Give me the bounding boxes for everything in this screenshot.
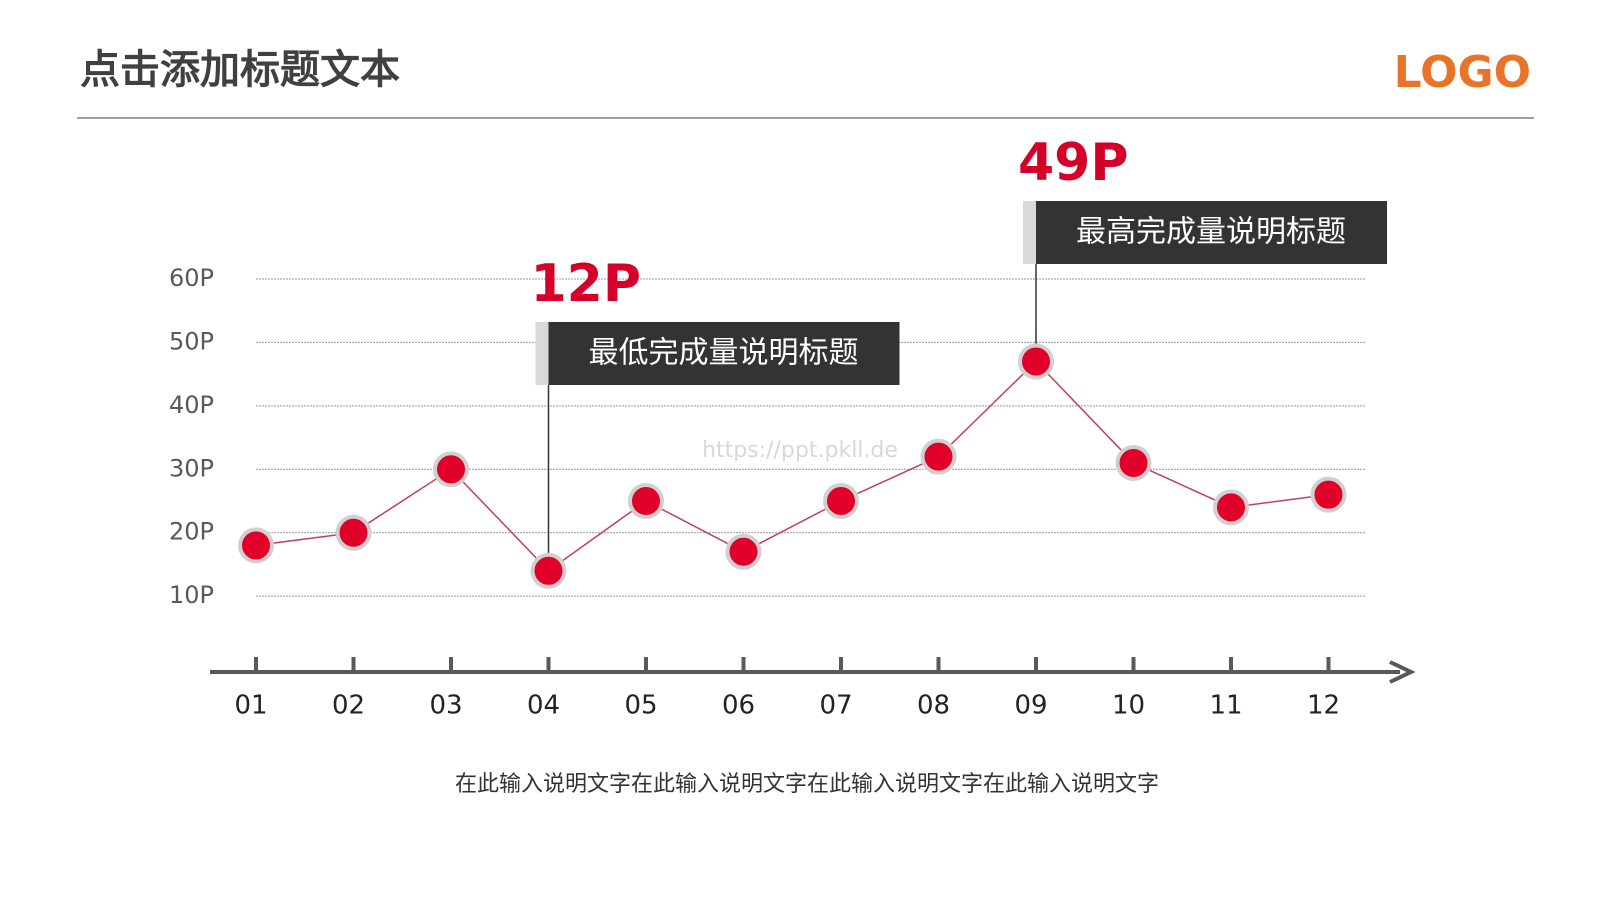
- y-tick-label: 30P: [169, 454, 214, 482]
- x-tick-label: 06: [722, 691, 755, 721]
- y-tick-label: 50P: [169, 327, 214, 355]
- y-tick-label: 60P: [169, 264, 214, 292]
- x-tick-label: 02: [332, 691, 365, 721]
- data-point: [1310, 476, 1347, 513]
- slide-title: 点击添加标题文本: [80, 47, 400, 93]
- x-tick-label: 05: [624, 691, 657, 721]
- x-tick-label: 10: [1112, 691, 1145, 721]
- x-tick-label: 12: [1307, 691, 1340, 721]
- data-point: [823, 483, 859, 520]
- annotation-strip: [1023, 201, 1036, 264]
- x-tick-label: 08: [917, 691, 950, 721]
- series-line: [255, 360, 1329, 572]
- data-point: [335, 514, 372, 551]
- data-point: [920, 438, 957, 475]
- data-point: [1018, 343, 1054, 380]
- data-point: [628, 483, 664, 520]
- annotation-value: 49P: [1018, 133, 1128, 193]
- y-tick-label: 40P: [169, 391, 214, 419]
- data-point: [530, 552, 567, 589]
- x-tick-label: 07: [819, 691, 852, 721]
- data-point: [1115, 444, 1152, 481]
- annotation-box: [1036, 201, 1387, 264]
- annotation-value: 12P: [531, 254, 641, 314]
- x-axis-arrow: [1389, 660, 1416, 684]
- annotation-label: 最低完成量说明标题: [589, 336, 859, 371]
- data-point: [238, 527, 274, 564]
- logo: LOGO: [1394, 47, 1531, 98]
- watermark: https://ppt.pkll.de: [702, 438, 898, 463]
- x-tick-label: 04: [527, 691, 560, 721]
- y-tick-label: 10P: [169, 581, 214, 609]
- annotation-label: 最高完成量说明标题: [1076, 215, 1346, 250]
- annotation-strip: [535, 322, 549, 385]
- x-tick-label: 03: [429, 691, 462, 721]
- data-point: [1213, 489, 1249, 526]
- annotation-box: [548, 322, 900, 385]
- data-point: [725, 533, 762, 570]
- x-tick-label: 11: [1209, 691, 1242, 721]
- x-tick-label: 09: [1014, 691, 1047, 721]
- data-point: [433, 451, 469, 488]
- x-tick-label: 01: [234, 691, 267, 721]
- footer-text: 在此输入说明文字在此输入说明文字在此输入说明文字在此输入说明文字: [455, 772, 1159, 797]
- y-tick-label: 20P: [169, 518, 214, 546]
